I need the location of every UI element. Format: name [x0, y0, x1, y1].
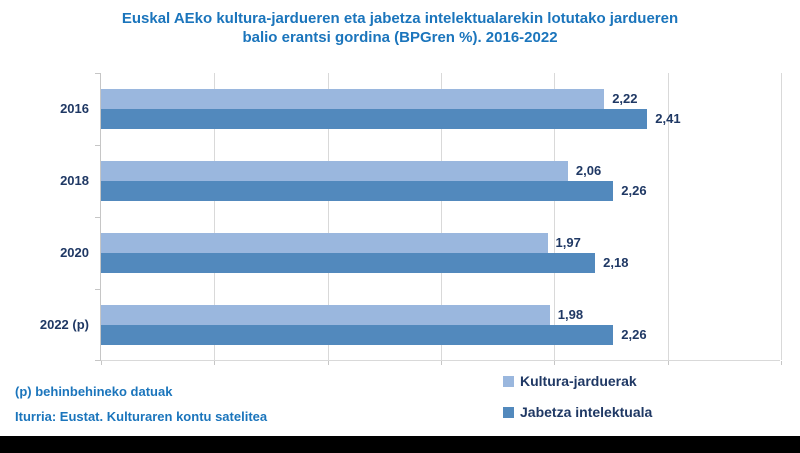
value-label: 2,06 [575, 163, 602, 178]
x-axis-tick [781, 361, 782, 365]
legend-item-kultura-jarduerak: Kultura-jarduerak [503, 372, 652, 390]
bar-jabetza-intelektuala [101, 109, 648, 129]
category-label: 2016 [60, 101, 89, 116]
y-axis-tick [95, 73, 101, 74]
category-label: 2018 [60, 173, 89, 188]
bar-jabetza-intelektuala [101, 253, 596, 273]
bar-jabetza-intelektuala [101, 181, 614, 201]
bar-kultura-jarduerak [101, 233, 548, 253]
legend-swatch-light-icon [503, 375, 514, 387]
y-axis-tick [95, 360, 101, 361]
x-axis-tick [441, 361, 442, 365]
gridline [327, 73, 329, 360]
legend-label: Jabetza intelektuala [520, 404, 653, 420]
x-axis-tick [214, 361, 216, 365]
y-axis-tick [95, 217, 101, 218]
bottom-black-strip [0, 436, 800, 453]
bar-kultura-jarduerak [101, 89, 605, 109]
y-axis-tick [95, 145, 101, 146]
source-note: Iturria: Eustat. Kulturaren kontu sateli… [15, 409, 268, 424]
category-label: 2022 (p) [39, 317, 89, 332]
value-label: 2,22 [612, 91, 638, 106]
x-axis-tick [327, 361, 329, 365]
bar-kultura-jarduerak [101, 305, 550, 325]
value-label: 1,97 [555, 235, 581, 250]
legend-label: Kultura-jarduerak [520, 373, 637, 389]
gridline [667, 73, 669, 360]
category-band: 2020 1,97 2,18 [60, 217, 780, 289]
gridline [441, 73, 442, 360]
bar-kultura-jarduerak [101, 161, 568, 181]
value-label: 1,98 [557, 307, 584, 322]
legend-item-jabetza-intelektuala: Jabetza intelektuala [503, 403, 652, 421]
x-axis-tick [554, 361, 556, 365]
chart-title: Euskal AEko kultura-jardueren eta jabetz… [0, 9, 800, 47]
legend: Kultura-jarduerak Jabetza intelektuala [503, 372, 652, 434]
value-label: 2,41 [655, 111, 681, 126]
value-label: 2,26 [621, 183, 647, 198]
category-band: 2018 2,06 2,26 [60, 145, 780, 217]
legend-swatch-dark-icon [503, 406, 514, 418]
category-label: 2020 [60, 245, 89, 260]
gridline [214, 73, 216, 360]
y-axis-tick [95, 289, 101, 290]
x-axis-tick [101, 361, 102, 365]
category-band: 2022 (p) 1,98 2,26 [40, 289, 780, 361]
gridline [554, 73, 556, 360]
value-label: 2,18 [603, 255, 629, 270]
x-axis-tick [667, 361, 669, 365]
category-band: 2016 2,22 2,41 [60, 73, 780, 145]
provisional-data-note: (p) behinbehineko datuak [15, 384, 173, 399]
gridline [781, 73, 782, 360]
chart-title-line2: balio erantsi gordina (BPGren %). 2016-2… [242, 29, 558, 46]
value-label: 2,26 [621, 327, 647, 342]
bar-jabetza-intelektuala [101, 325, 614, 345]
plot-area: 2016 2,22 2,41 2018 2,06 2,26 2020 1,97 2,18 2022… [40, 73, 782, 365]
chart-title-line1: Euskal AEko kultura-jardueren eta jabetz… [121, 10, 679, 27]
